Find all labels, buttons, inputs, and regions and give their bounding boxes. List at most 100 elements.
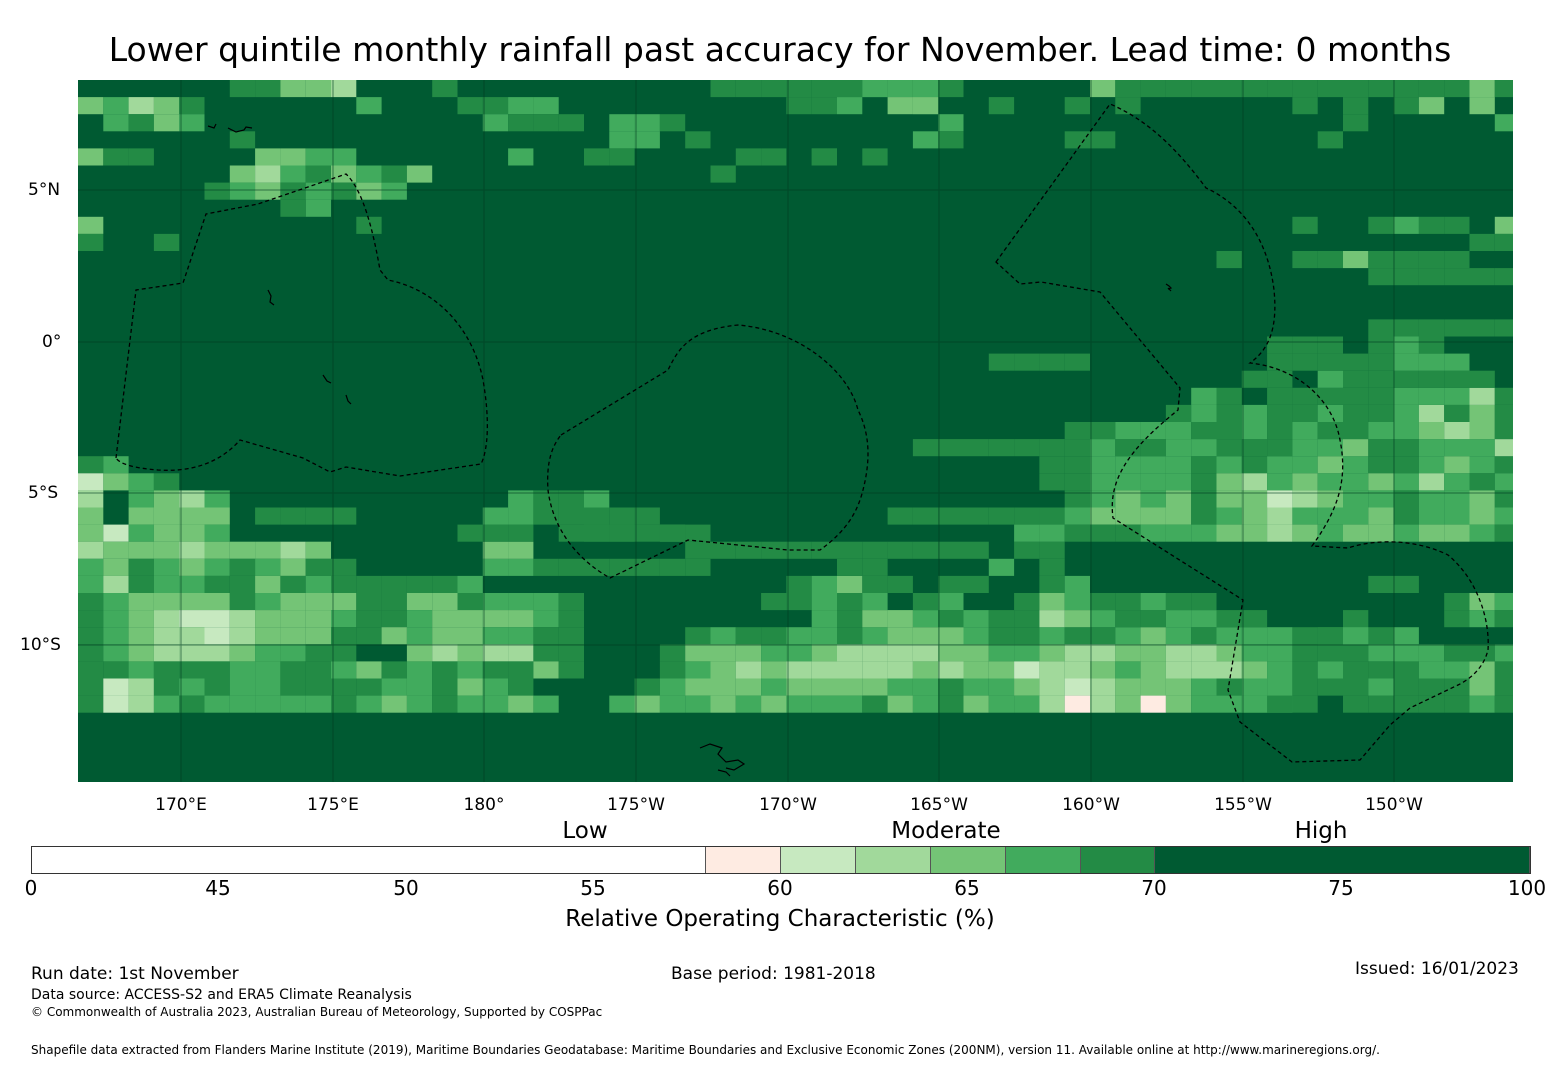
map-cell	[685, 695, 711, 713]
map-cell	[1343, 114, 1369, 132]
map-cell	[482, 678, 509, 696]
map-cell	[1090, 644, 1116, 662]
map-cell	[1368, 422, 1394, 440]
map-cell	[457, 627, 483, 645]
map-cell	[1393, 319, 1419, 337]
data-source: Data source: ACCESS-S2 and ERA5 Climate …	[31, 987, 412, 1003]
map-cell	[1343, 370, 1369, 388]
map-cell	[558, 114, 584, 132]
map-cell	[1418, 319, 1445, 337]
map-cell	[1090, 80, 1116, 98]
map-cell	[1064, 593, 1090, 611]
map-cell	[432, 695, 458, 713]
map-cell	[1039, 558, 1065, 576]
map-cell	[938, 507, 964, 525]
map-cell	[103, 558, 129, 576]
map-cell	[1368, 319, 1394, 337]
map-cell	[381, 182, 407, 200]
map-cell	[1039, 661, 1065, 679]
map-cell	[1039, 507, 1065, 525]
map-cell	[1317, 80, 1343, 98]
map-cell	[1115, 524, 1141, 542]
map-cell	[1418, 490, 1445, 508]
map-cell	[1014, 524, 1040, 542]
island	[345, 394, 352, 405]
map-cell	[229, 610, 256, 628]
map-cell	[761, 644, 787, 662]
map-cell	[103, 473, 129, 491]
map-cell	[78, 507, 104, 525]
map-cell	[1494, 422, 1513, 440]
map-cell	[204, 524, 230, 542]
map-cell	[887, 575, 913, 593]
map-cell	[811, 695, 837, 713]
map-cell	[406, 593, 433, 611]
map-cell	[1292, 644, 1318, 662]
map-cell	[862, 593, 888, 611]
map-cell	[1216, 422, 1242, 440]
map-cell	[1241, 80, 1268, 98]
map-cell	[153, 627, 180, 645]
map-cell	[482, 558, 509, 576]
map-cell	[837, 541, 863, 559]
map-cell	[1191, 507, 1217, 525]
map-cell	[1165, 524, 1192, 542]
map-cell	[204, 610, 230, 628]
map-cell	[685, 131, 711, 149]
map-cell	[1343, 678, 1369, 696]
map-cell	[229, 678, 256, 696]
colorbar-tick: 60	[767, 876, 793, 900]
map-cell	[988, 661, 1015, 679]
map-cell	[1115, 456, 1141, 474]
map-cell	[78, 695, 104, 713]
map-cell	[912, 695, 939, 713]
map-cell	[406, 695, 433, 713]
map-cell	[1216, 644, 1242, 662]
map-cell	[1469, 370, 1495, 388]
map-cell	[1393, 404, 1419, 422]
map-cell	[837, 575, 863, 593]
map-cell	[255, 627, 281, 645]
map-cell	[128, 490, 154, 508]
map-cell	[280, 80, 306, 98]
map-cell	[1368, 490, 1394, 508]
map-cell	[508, 610, 534, 628]
map-cell	[1368, 627, 1394, 645]
map-cell	[533, 644, 559, 662]
map-cell	[508, 114, 534, 132]
map-cell	[1115, 593, 1141, 611]
map-cell	[1444, 507, 1470, 525]
map-cell	[837, 593, 863, 611]
map-cell	[331, 80, 357, 98]
map-cell	[1014, 507, 1040, 525]
map-cell	[1014, 678, 1040, 696]
map-cell	[1444, 319, 1470, 337]
map-cell	[229, 541, 256, 559]
map-cell	[1343, 695, 1369, 713]
map-cell	[280, 695, 306, 713]
map-cell	[457, 644, 483, 662]
map-cell	[78, 473, 104, 491]
map-cell	[1241, 627, 1268, 645]
map-cell	[1090, 456, 1116, 474]
map-cell	[406, 678, 433, 696]
map-cell	[1343, 644, 1369, 662]
map-cell	[1241, 490, 1268, 508]
map-cell	[78, 524, 104, 542]
map-cell	[305, 661, 331, 679]
map-cell	[912, 131, 939, 149]
map-cell	[331, 165, 357, 183]
map-cell	[912, 593, 939, 611]
chart-title: Lower quintile monthly rainfall past acc…	[108, 30, 1452, 69]
map-cell	[204, 558, 230, 576]
map-cell	[331, 644, 357, 662]
map-cell	[229, 661, 256, 679]
map-cell	[887, 80, 913, 98]
map-cell	[558, 661, 584, 679]
map-cell	[811, 627, 837, 645]
map-cell	[1368, 336, 1394, 354]
lon-label-180: 180°	[463, 795, 505, 815]
map-cell	[1191, 593, 1217, 611]
map-cell	[938, 439, 964, 457]
map-cell	[988, 678, 1015, 696]
